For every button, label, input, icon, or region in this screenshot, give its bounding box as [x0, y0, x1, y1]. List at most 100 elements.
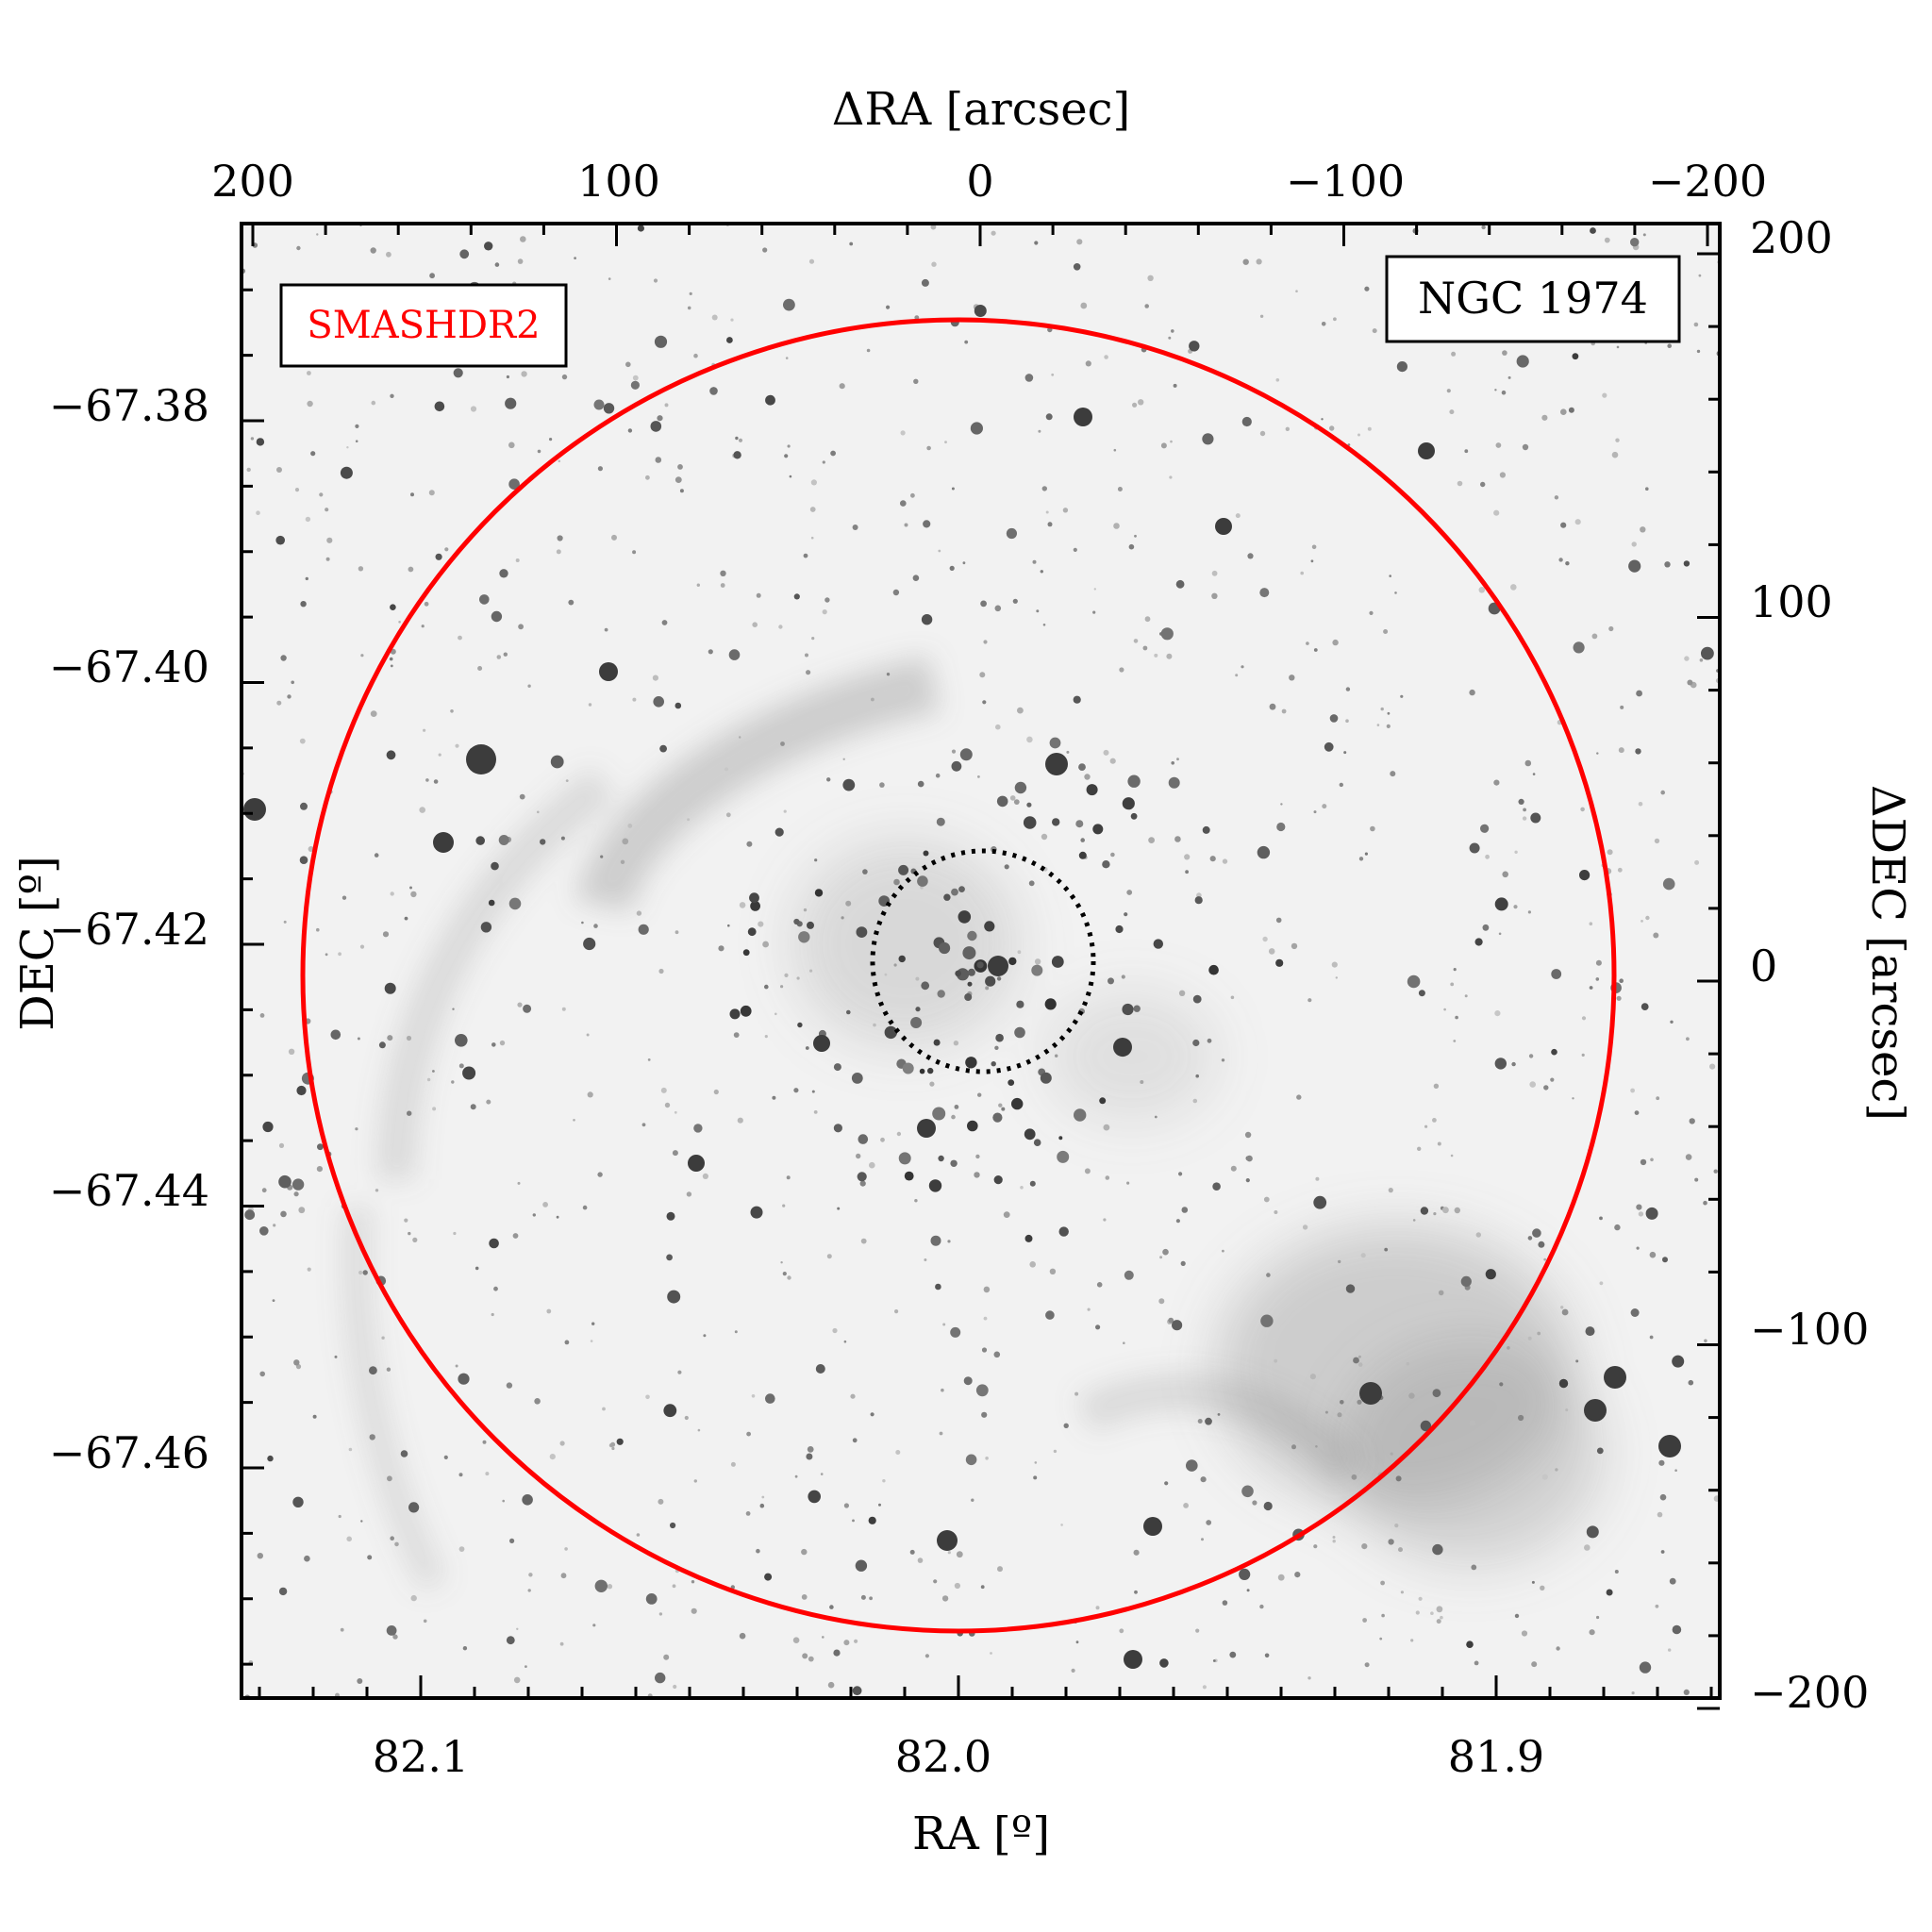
- star: [520, 236, 526, 242]
- star: [425, 778, 429, 782]
- star: [374, 853, 379, 858]
- star: [1269, 703, 1276, 710]
- star: [597, 1172, 603, 1177]
- star: [1159, 1256, 1163, 1259]
- star: [1262, 936, 1268, 942]
- star: [1694, 1177, 1699, 1182]
- star: [850, 1393, 856, 1399]
- star: [674, 1110, 677, 1114]
- left-axis-title: DEC [º]: [11, 856, 64, 1031]
- star: [1521, 1630, 1528, 1637]
- star: [1176, 758, 1179, 761]
- star: [406, 1035, 412, 1041]
- star: [784, 973, 789, 977]
- star: [846, 1009, 851, 1015]
- star: [1045, 753, 1068, 775]
- star: [1281, 708, 1287, 714]
- star: [1469, 842, 1480, 854]
- star: [1514, 1613, 1520, 1619]
- star: [1704, 1339, 1707, 1343]
- star: [654, 335, 668, 348]
- star: [1540, 1585, 1545, 1591]
- star: [370, 710, 377, 717]
- star: [1384, 1247, 1389, 1252]
- star: [1052, 818, 1060, 826]
- star: [827, 1681, 835, 1689]
- star: [808, 1656, 814, 1662]
- star: [1332, 639, 1339, 646]
- star: [1604, 1366, 1626, 1389]
- star: [1494, 1010, 1501, 1017]
- star: [1537, 1331, 1541, 1336]
- star: [1099, 1097, 1107, 1105]
- star: [1028, 880, 1035, 887]
- star: [1029, 1180, 1036, 1187]
- star: [296, 1085, 307, 1096]
- star: [756, 1548, 760, 1554]
- star: [462, 1646, 468, 1651]
- star: [316, 1166, 323, 1173]
- star: [546, 1308, 552, 1314]
- star: [636, 910, 642, 916]
- star: [1195, 1074, 1199, 1078]
- star: [1669, 1577, 1676, 1585]
- star: [278, 1587, 288, 1596]
- star: [802, 1653, 808, 1659]
- star: [1360, 1253, 1366, 1258]
- star: [1241, 1485, 1254, 1498]
- star: [951, 487, 955, 491]
- star: [1012, 598, 1018, 604]
- star: [1657, 1511, 1663, 1518]
- star: [1017, 707, 1024, 714]
- star: [854, 1639, 858, 1643]
- star: [975, 1384, 989, 1397]
- star: [924, 1654, 930, 1658]
- star: [287, 694, 291, 699]
- star: [458, 1473, 463, 1477]
- star: [852, 1686, 862, 1696]
- star: [792, 1637, 800, 1643]
- star: [521, 371, 527, 377]
- star: [1660, 1550, 1665, 1554]
- star: [1357, 433, 1360, 437]
- star: [954, 1582, 961, 1590]
- star: [750, 1206, 763, 1219]
- star: [993, 1351, 1001, 1358]
- star: [299, 856, 308, 864]
- star: [637, 225, 645, 232]
- star: [1178, 990, 1186, 997]
- star: [1315, 1176, 1320, 1181]
- star: [1026, 802, 1032, 808]
- star: [824, 597, 830, 603]
- star: [1453, 968, 1457, 972]
- star: [360, 654, 364, 658]
- star: [927, 1067, 934, 1074]
- star: [1636, 1246, 1640, 1250]
- star: [904, 1171, 914, 1181]
- star: [259, 1013, 265, 1018]
- star: [1485, 1269, 1496, 1280]
- star: [293, 1359, 300, 1366]
- star: [470, 406, 477, 412]
- star: [1032, 559, 1037, 564]
- star: [1687, 679, 1693, 686]
- star: [1507, 1346, 1510, 1350]
- star: [1132, 402, 1138, 408]
- star: [1051, 956, 1064, 968]
- star: [398, 621, 401, 624]
- star: [873, 1023, 876, 1027]
- cluster-label: NGC 1974: [1418, 273, 1648, 324]
- star: [1335, 976, 1339, 979]
- star: [246, 467, 251, 473]
- star: [369, 1434, 375, 1441]
- star: [1636, 690, 1642, 697]
- star: [1381, 1613, 1385, 1618]
- star: [1275, 958, 1284, 967]
- star: [808, 258, 815, 264]
- star: [977, 1092, 982, 1097]
- star: [1075, 1641, 1079, 1644]
- star: [1359, 1382, 1382, 1405]
- star: [653, 278, 658, 283]
- star: [856, 926, 868, 938]
- star: [950, 1159, 958, 1168]
